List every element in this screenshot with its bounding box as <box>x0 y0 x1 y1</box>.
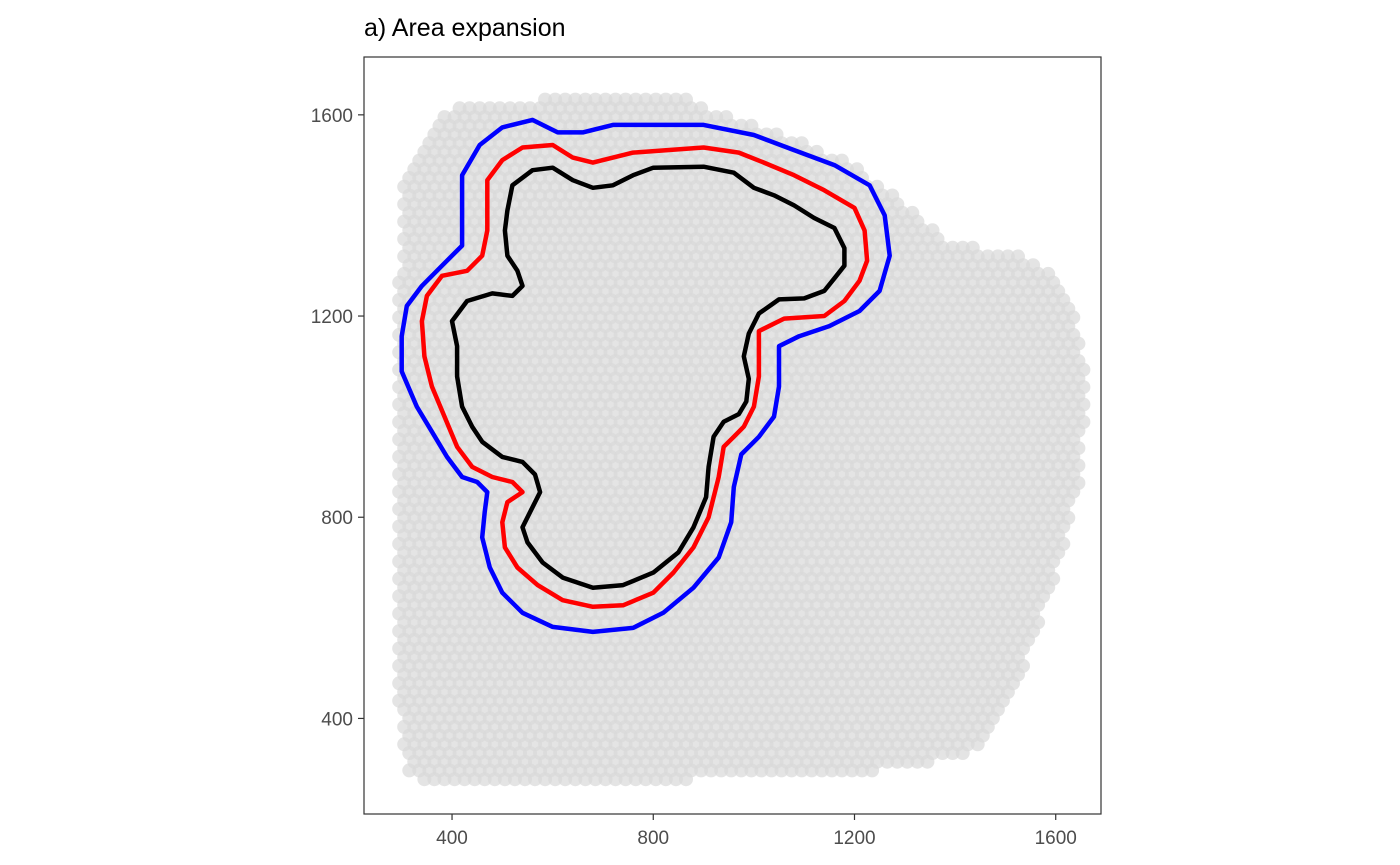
spot-point <box>658 92 673 107</box>
spot-point <box>734 118 749 133</box>
spot-point <box>492 101 507 116</box>
x-tick-label: 400 <box>436 828 468 849</box>
spot-point <box>452 101 467 116</box>
spot-point <box>638 92 653 107</box>
spot-point <box>482 101 497 116</box>
spot-point <box>1000 249 1015 264</box>
series-outline-2 <box>419 142 870 610</box>
spot-point <box>945 240 960 255</box>
y-tick-label: 1200 <box>311 307 353 328</box>
spot-point <box>679 92 693 107</box>
spot-point <box>925 223 940 238</box>
spot-point <box>608 92 623 107</box>
spot-point <box>513 101 527 116</box>
x-tick-label: 1200 <box>833 828 875 849</box>
spot-point <box>719 110 734 125</box>
axis-ticks: 400 800 1200 1600 400 800 1200 1600 <box>311 106 1077 849</box>
series-layer <box>399 117 892 635</box>
spot-point <box>794 136 809 151</box>
chart-title: a) Area expansion <box>364 14 566 42</box>
spot-point <box>558 92 573 107</box>
spot-point <box>578 92 593 107</box>
spots-layer <box>392 92 1091 787</box>
series-outline-1 <box>449 164 847 590</box>
y-tick-label: 400 <box>321 709 353 730</box>
spot-point <box>472 101 487 116</box>
spot-point <box>588 92 603 107</box>
spot-point <box>850 162 864 177</box>
spot-point <box>769 127 784 142</box>
spot-point <box>965 240 980 255</box>
spot-point <box>1026 258 1041 273</box>
spot-point <box>1041 266 1056 281</box>
series-outline-3 <box>399 117 892 635</box>
spot-point <box>548 92 563 107</box>
spot-point <box>834 153 849 168</box>
spot-point <box>437 110 452 125</box>
spot-point <box>568 92 583 107</box>
spot-point <box>598 92 613 107</box>
spot-point <box>648 92 663 107</box>
spot-point <box>538 92 553 107</box>
spot-point <box>628 92 643 107</box>
spot-point <box>668 92 683 107</box>
x-tick-label: 800 <box>637 828 669 849</box>
spot-point <box>694 101 709 116</box>
spot-point <box>523 101 537 116</box>
spot-point <box>885 188 900 203</box>
y-tick-label: 1600 <box>311 106 353 127</box>
spot-point <box>905 205 920 220</box>
spot-point <box>955 240 970 255</box>
spot-point <box>980 249 995 264</box>
spot-point <box>618 92 633 107</box>
spot-point <box>709 110 724 125</box>
spot-point <box>502 101 517 116</box>
x-tick-label: 1600 <box>1035 828 1077 849</box>
spot-point <box>1011 249 1025 264</box>
spot-point <box>744 118 759 133</box>
spot-point <box>990 249 1005 264</box>
panel-border <box>363 56 1102 815</box>
spot-point <box>462 101 477 116</box>
y-tick-label: 800 <box>321 508 353 529</box>
